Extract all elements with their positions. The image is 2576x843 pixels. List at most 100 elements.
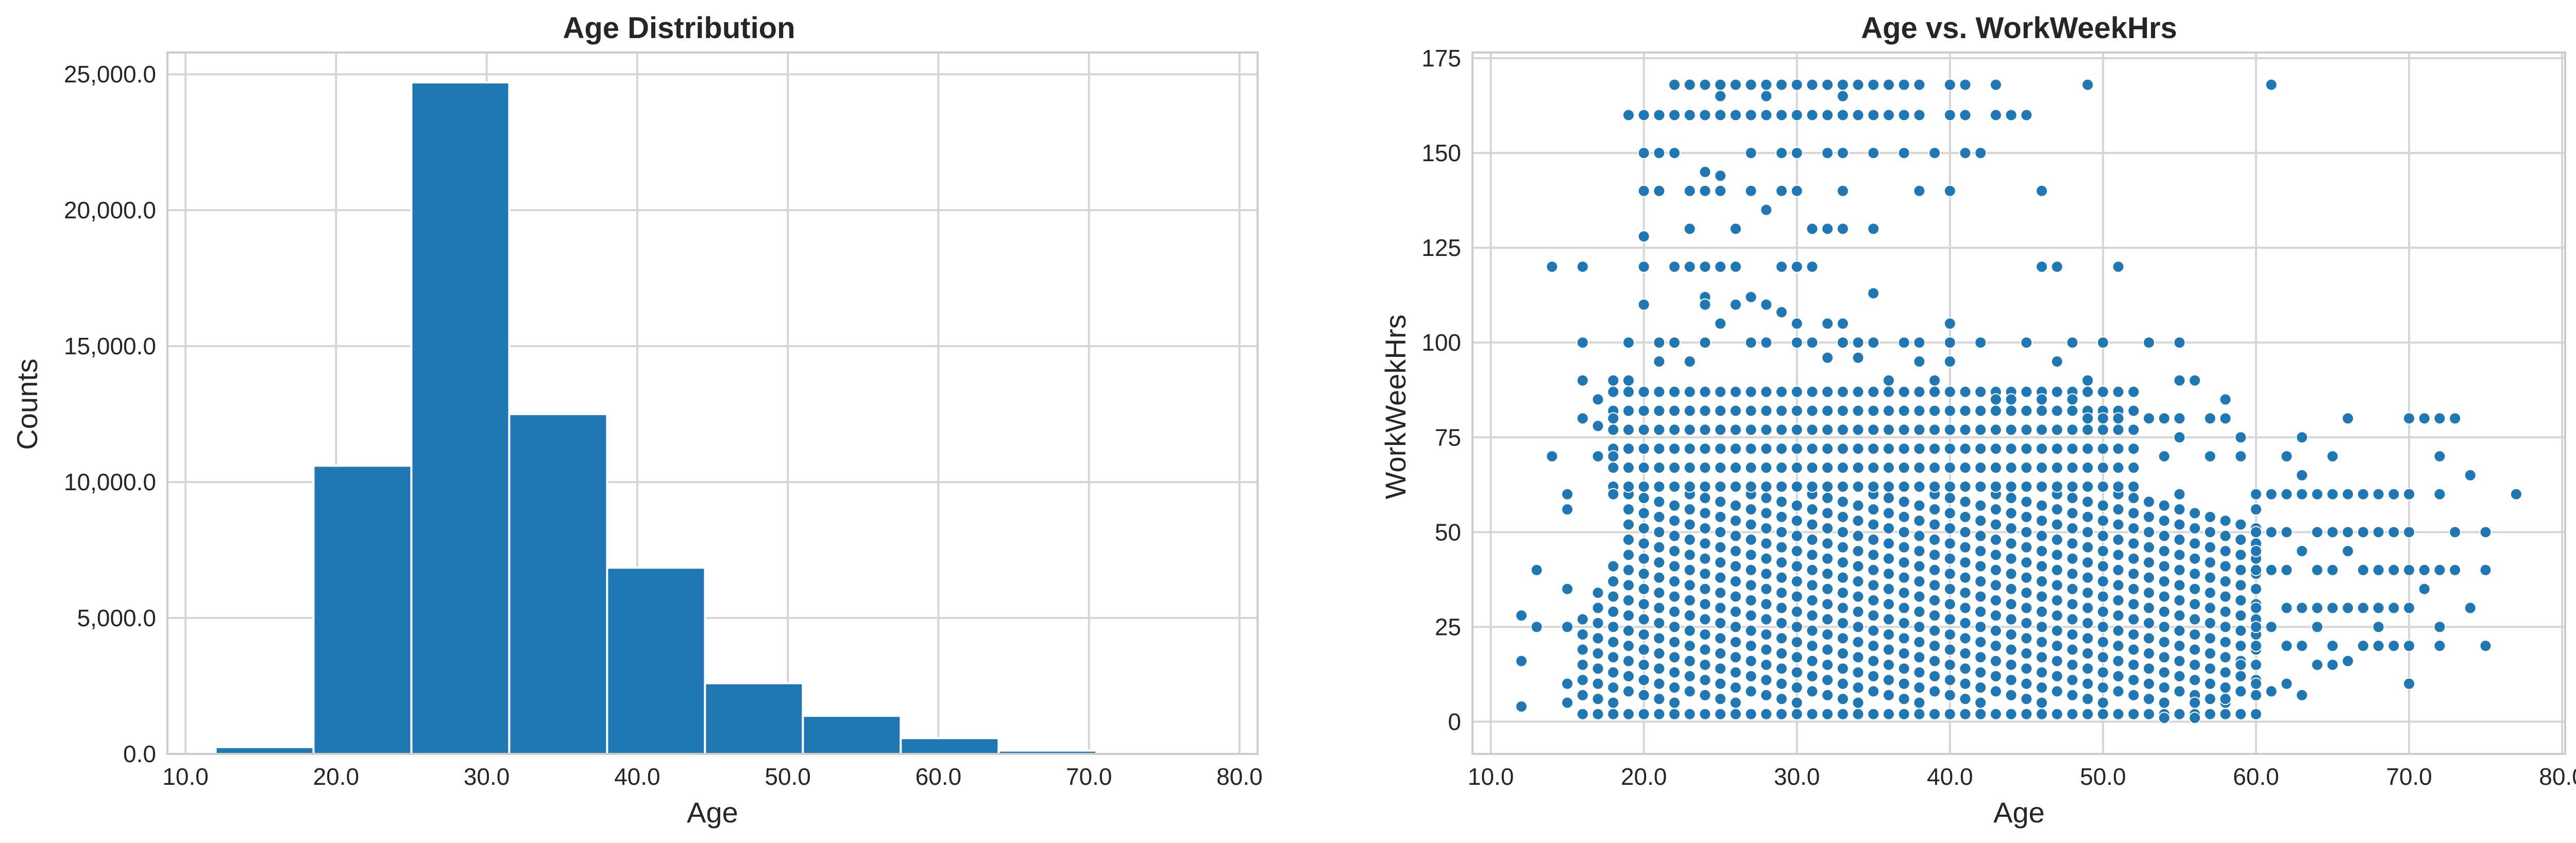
scatter-point <box>1729 78 1742 91</box>
scatter-point <box>1790 590 1803 603</box>
scatter-point <box>1699 165 1711 178</box>
scatter-point <box>2418 582 2431 595</box>
scatter-point <box>2173 431 2186 444</box>
scatter-point <box>2020 510 2033 523</box>
scatter-point <box>1913 708 1926 720</box>
scatter-point <box>1852 109 1865 122</box>
scatter-point <box>2081 495 2094 508</box>
scatter-point <box>1913 385 1926 398</box>
scatter-point <box>1622 503 1635 516</box>
scatter-point <box>1928 518 1941 531</box>
scatter-point <box>1974 499 1987 512</box>
scatter-point <box>2081 677 2094 690</box>
scatter-point <box>2433 488 2446 501</box>
scatter-point <box>1897 601 1910 614</box>
scatter-point <box>1530 563 1543 576</box>
scatter-point <box>2112 708 2125 720</box>
x-tick-label: 10.0 <box>162 763 209 790</box>
scatter-point <box>1775 601 1788 614</box>
scatter-point <box>2127 461 2140 474</box>
scatter-point <box>1943 109 1956 122</box>
scatter-point <box>1943 423 1956 436</box>
scatter-point <box>2204 617 2216 630</box>
scatter-point <box>1683 518 1696 531</box>
scatter-point <box>1821 222 1834 235</box>
histogram-bar <box>410 81 511 755</box>
scatter-point <box>1943 404 1956 417</box>
scatter-point <box>2403 412 2415 425</box>
scatter-point <box>2036 514 2048 527</box>
scatter-point <box>2189 552 2201 565</box>
scatter-point <box>1852 696 1865 709</box>
scatter-point <box>2005 522 2018 535</box>
scatter-point <box>1913 529 1926 542</box>
scatter-point <box>1989 563 2002 576</box>
scatter-point <box>1714 404 1727 417</box>
scatter-point <box>1913 621 1926 633</box>
scatter-point <box>1683 685 1696 698</box>
scatter-point <box>2096 412 2109 425</box>
scatter-point <box>1637 442 1650 455</box>
scatter-point <box>2066 567 2079 580</box>
scatter-point <box>2479 563 2492 576</box>
scatter-point <box>1943 355 1956 368</box>
scatter-point <box>2479 526 2492 539</box>
scatter-point <box>1530 621 1543 633</box>
scatter-point <box>1943 613 1956 626</box>
scatter-point <box>1775 632 1788 645</box>
scatter-point <box>2143 632 2155 645</box>
y-tick-label: 0 <box>1448 708 1461 735</box>
scatter-point <box>1729 514 1742 527</box>
scatter-point <box>1760 203 1773 216</box>
scatter-point <box>1714 109 1727 122</box>
histogram-bar <box>802 715 902 755</box>
scatter-point <box>1974 696 1987 709</box>
scatter-point <box>1637 260 1650 273</box>
scatter-point <box>1790 336 1803 349</box>
scatter-point <box>2081 708 2094 720</box>
scatter-point <box>2372 563 2385 576</box>
scatter-point <box>2173 488 2186 501</box>
scatter-point <box>1883 689 1895 701</box>
scatter-point <box>1959 442 1972 455</box>
scatter-point <box>2342 601 2354 614</box>
scatter-point <box>1699 522 1711 535</box>
x-tick-label: 60.0 <box>2233 763 2279 790</box>
scatter-point <box>1867 442 1880 455</box>
scatter-point <box>2050 579 2063 592</box>
scatter-point <box>1653 442 1666 455</box>
scatter-point <box>1852 480 1865 493</box>
scatter-point <box>1637 461 1650 474</box>
scatter-point <box>1974 461 1987 474</box>
scatter-point <box>2050 503 2063 516</box>
scatter-point <box>1683 442 1696 455</box>
scatter-point <box>2081 78 2094 91</box>
scatter-point <box>1760 658 1773 671</box>
scatter-point <box>1852 404 1865 417</box>
scatter-point <box>2449 563 2462 576</box>
scatter-point <box>2066 674 2079 686</box>
scatter-point <box>2158 651 2171 664</box>
scatter-point <box>1744 640 1757 652</box>
scatter-point <box>2189 643 2201 656</box>
scatter-point <box>2036 696 2048 709</box>
scatter-point <box>2189 374 2201 387</box>
scatter-point <box>2158 575 2171 588</box>
scatter-point <box>1699 507 1711 520</box>
scatter-point <box>2249 708 2262 720</box>
scatter-point <box>1744 78 1757 91</box>
scatter-point <box>2081 647 2094 660</box>
scatter-point <box>1760 537 1773 550</box>
scatter-point <box>2158 529 2171 542</box>
scatter-point <box>1928 480 1941 493</box>
scatter-point <box>1943 628 1956 641</box>
scatter-point <box>1775 78 1788 91</box>
scatter-point <box>1989 393 2002 406</box>
scatter-point <box>1576 336 1589 349</box>
scatter-point <box>2143 677 2155 690</box>
scatter-point <box>1790 317 1803 330</box>
scatter-point <box>1760 385 1773 398</box>
scatter-point <box>1760 492 1773 505</box>
scatter-point <box>2326 526 2339 539</box>
